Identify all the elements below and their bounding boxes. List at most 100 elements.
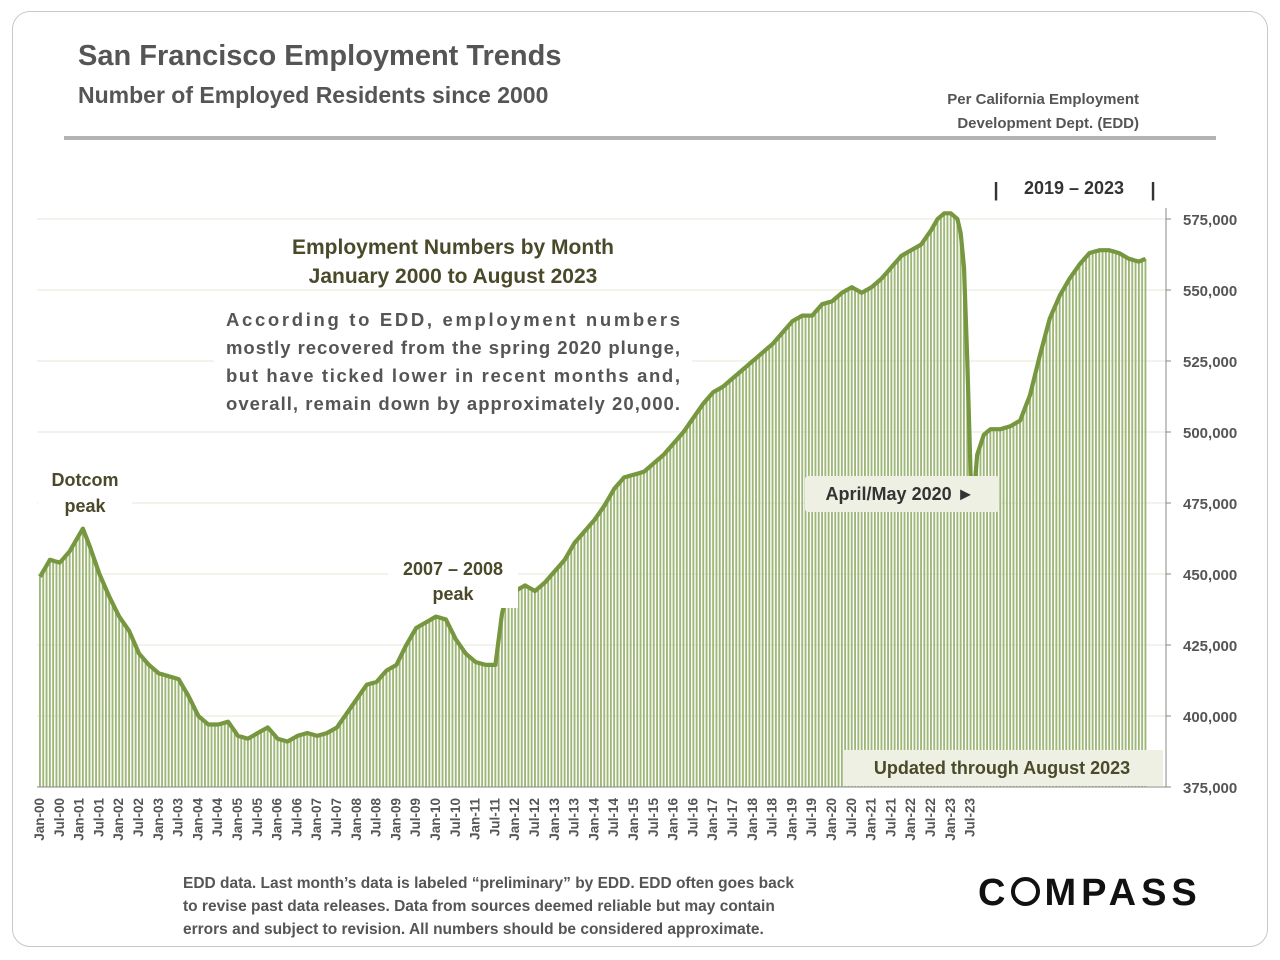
bar (468, 656, 470, 787)
bar (1068, 278, 1071, 787)
bar (814, 311, 817, 787)
bar (735, 375, 738, 787)
bar (210, 724, 213, 787)
bar (279, 739, 282, 787)
bar (699, 408, 701, 787)
page-subtitle: Number of Employed Residents since 2000 (78, 82, 549, 108)
bar (1131, 259, 1134, 787)
bar (662, 454, 665, 787)
x-tick-labels: Jan-00 Jul-00 Jan-01 Jul-01 Jan-02 Jul-02 Jan-… (32, 798, 978, 841)
bar (68, 551, 71, 787)
bar (537, 588, 540, 787)
bar (817, 307, 820, 787)
footnote-line-2: to revise past data releases. Data from … (183, 898, 775, 915)
bar (39, 576, 41, 787)
bar (365, 684, 368, 787)
bar (722, 386, 724, 787)
bar (751, 361, 754, 787)
bar (732, 378, 734, 787)
bar (431, 618, 434, 787)
bar (491, 664, 493, 787)
bar (438, 617, 441, 787)
bar (543, 582, 546, 787)
bar (464, 653, 467, 787)
bar (1048, 318, 1051, 787)
x-tick-label: Jan-07 (309, 798, 324, 841)
bar (81, 528, 84, 787)
bar (596, 515, 599, 787)
bar (474, 662, 477, 787)
y-tick-label: 475,000 (1183, 496, 1237, 513)
bar (167, 676, 170, 787)
bar (283, 740, 286, 787)
bar (88, 545, 91, 787)
bar (151, 667, 154, 787)
bar (666, 450, 668, 787)
bar (55, 561, 58, 787)
chart-title: Employment Numbers by Month (292, 236, 614, 259)
bar (213, 724, 216, 787)
bar (774, 340, 777, 787)
bar (854, 289, 856, 787)
bar (1035, 368, 1038, 787)
bar (778, 336, 781, 787)
bar (913, 248, 916, 787)
bar (349, 708, 352, 787)
bar (180, 684, 183, 787)
bar (986, 432, 988, 787)
bar (1009, 426, 1012, 787)
bar (240, 736, 243, 787)
bar (504, 599, 507, 787)
bar (458, 644, 460, 787)
bar (979, 444, 982, 787)
bar (1062, 290, 1064, 787)
bar (1121, 254, 1124, 787)
bar (1075, 269, 1078, 787)
bar (471, 659, 474, 787)
x-tick-label: Jan-23 (943, 798, 958, 841)
dotcom-label-2: peak (64, 496, 106, 516)
source-line-1: Per California Employment (947, 91, 1139, 108)
bar (761, 352, 764, 787)
x-tick-label: Jan-22 (903, 798, 918, 841)
bar (147, 664, 150, 787)
bar (600, 510, 602, 787)
bar (976, 454, 979, 787)
bar (207, 724, 210, 787)
bar (639, 472, 642, 787)
bar (91, 555, 94, 787)
bar (1114, 252, 1117, 788)
footnote: EDD data. Last month’s data is labeled “… (183, 872, 863, 941)
bar (359, 694, 361, 787)
x-tick-label: Jul-23 (963, 798, 978, 838)
range-label: 2019 – 2023 (1024, 178, 1124, 198)
bar (392, 666, 394, 787)
bar (1005, 427, 1008, 787)
bar (1022, 412, 1025, 787)
bar (682, 432, 685, 787)
bar (867, 289, 870, 787)
bar (1124, 256, 1127, 787)
chart-subtitle: January 2000 to August 2023 (309, 265, 598, 288)
bar (972, 494, 975, 787)
x-tick-label: Jan-21 (864, 798, 879, 841)
bar (999, 429, 1002, 787)
x-tick-label: Jul-02 (131, 798, 146, 837)
bar (910, 250, 913, 788)
bar (326, 733, 328, 787)
bar (540, 585, 543, 787)
trend-line (38, 211, 1147, 744)
bar (487, 664, 490, 787)
x-tick-label: Jan-01 (72, 798, 87, 841)
bar (372, 682, 375, 787)
bar (454, 639, 457, 787)
bar (560, 563, 563, 787)
bar (1137, 261, 1140, 788)
x-tick-label: Jul-04 (210, 798, 225, 838)
bar (708, 396, 711, 787)
bar (718, 388, 721, 787)
dotcom-label-1: Dotcom (52, 470, 119, 490)
bar (623, 477, 625, 787)
bar (576, 538, 579, 787)
bar (388, 668, 391, 787)
